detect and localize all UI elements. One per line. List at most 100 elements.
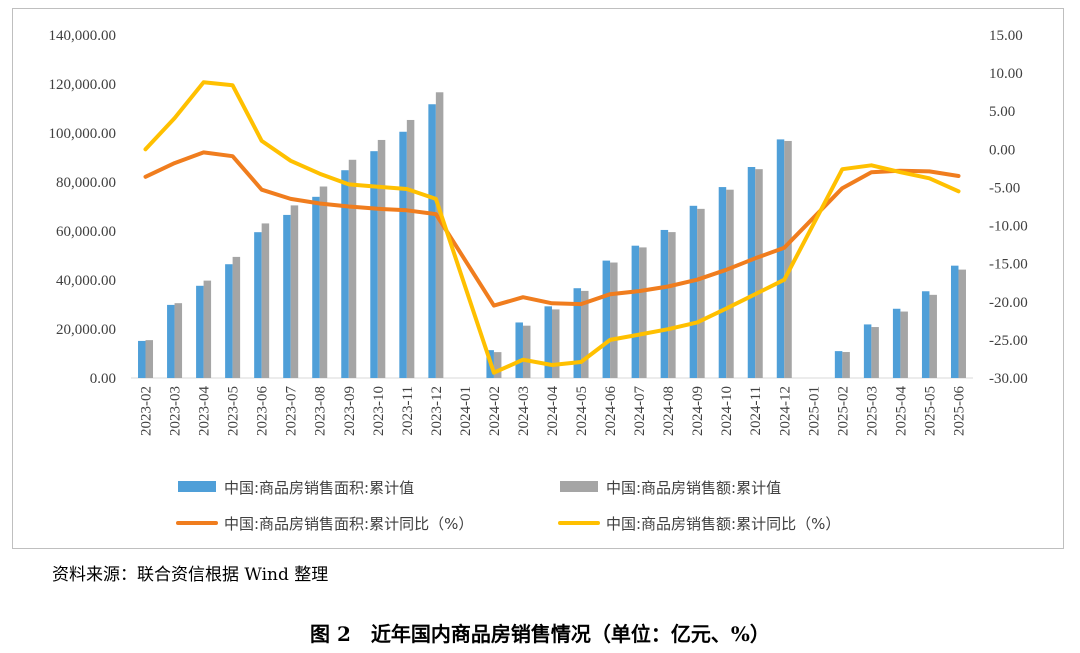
legend-label: 中国:商品房销售额:累计值 [606, 479, 781, 497]
x-axis-category-label: 2024-07 [632, 386, 648, 436]
area-bar [863, 324, 872, 378]
area-bar [370, 151, 378, 378]
area-bar [718, 187, 727, 378]
area-bar [834, 351, 843, 378]
x-axis-category-label: 2023-08 [313, 386, 329, 436]
x-axis-category-label: 2024-01 [458, 386, 474, 436]
left-axis-tick-label: 140,000.00 [49, 28, 117, 44]
right-axis-tick-label: 10.00 [989, 66, 1023, 82]
amount-bar [232, 256, 241, 378]
area-bar [544, 306, 552, 378]
x-axis-category-label: 2023-12 [429, 386, 445, 436]
left-axis-tick-label: 20,000.00 [56, 322, 116, 338]
legend-label: 中国:商品房销售面积:累计同比（%） [224, 515, 473, 533]
amount-bar [145, 340, 154, 378]
right-axis-tick-label: -20.00 [989, 295, 1028, 311]
amount-bar [900, 311, 908, 378]
area-bar [573, 288, 582, 378]
x-axis-category-label: 2024-02 [487, 386, 503, 436]
x-axis-category-label: 2025-05 [922, 386, 938, 436]
amount-bar [871, 327, 879, 378]
amount-bar [668, 232, 676, 378]
chart-svg: 0.00 20,000.00 40,000.00 60,000.00 80,000.00… [49, 28, 1028, 533]
x-axis-category-label: 2023-10 [371, 386, 387, 436]
amount-bar [581, 290, 589, 378]
x-axis-category-label: 2025-03 [864, 386, 880, 436]
right-axis-tick-label: -10.00 [989, 219, 1028, 235]
amount-bar [784, 140, 792, 378]
amount-bar [406, 119, 415, 379]
right-axis-tick-label: -15.00 [989, 257, 1028, 273]
area-bar [428, 104, 436, 378]
x-axis-category-label: 2023-11 [400, 386, 416, 435]
amount-bar [958, 269, 966, 378]
area-bar [254, 232, 262, 378]
left-axis-tick-label: 120,000.00 [49, 77, 117, 93]
left-axis-tick-label: 100,000.00 [49, 126, 117, 142]
area-bar [631, 245, 640, 378]
amount-bar [290, 205, 299, 378]
amount-bar [319, 186, 328, 378]
area-bar [950, 265, 959, 378]
right-axis-tick-label: -30.00 [989, 371, 1028, 387]
right-axis-tick-label: -5.00 [989, 180, 1020, 196]
x-axis-category-label: 2024-12 [777, 386, 793, 436]
x-axis-category-label: 2023-05 [226, 386, 242, 436]
x-axis-category-label: 2025-04 [893, 386, 909, 436]
amount-bar [697, 208, 705, 378]
amount-bar [174, 303, 183, 378]
amount-bar [377, 139, 386, 378]
amount-bar [348, 159, 357, 378]
area-bar [283, 214, 291, 378]
amount-bar [842, 352, 850, 378]
x-axis-category-label: 2024-09 [690, 386, 706, 436]
area-bar [196, 285, 204, 378]
right-axis-tick-label: 0.00 [989, 142, 1015, 158]
x-axis-category-label: 2024-10 [719, 386, 735, 436]
area-bar [225, 264, 233, 378]
left-axis-tick-label: 80,000.00 [56, 175, 116, 191]
amount-bar [203, 280, 212, 378]
amount-bar [261, 223, 270, 378]
area-bar [341, 170, 349, 378]
x-axis-category-label: 2023-09 [342, 386, 358, 436]
area-bar [660, 229, 669, 378]
legend-swatch-bar [178, 481, 216, 492]
area-bar [312, 196, 320, 378]
area-bar [689, 205, 698, 378]
amount-bar [435, 92, 444, 379]
x-axis-category-label: 2023-04 [197, 386, 213, 436]
amount-bar [610, 262, 618, 378]
amount-bar [552, 309, 560, 378]
left-axis-tick-label: 60,000.00 [56, 224, 116, 240]
x-axis-category-label: 2024-06 [603, 386, 619, 436]
x-axis-category-label: 2024-04 [545, 386, 561, 436]
legend-label: 中国:商品房销售面积:累计值 [224, 479, 414, 497]
chart-frame: 0.00 20,000.00 40,000.00 60,000.00 80,000.00… [12, 8, 1064, 549]
right-axis-tick-label: 5.00 [989, 104, 1015, 120]
x-axis-category-label: 2025-06 [951, 386, 967, 436]
area-bar [921, 291, 930, 378]
area-bar [138, 340, 146, 378]
x-axis-category-label: 2023-02 [139, 386, 155, 436]
amount-bar [726, 189, 734, 378]
x-axis-category-label: 2023-06 [255, 386, 271, 436]
x-axis-category-label: 2023-07 [284, 386, 300, 436]
x-axis-category-label: 2024-11 [748, 386, 764, 435]
area-bar [776, 139, 785, 378]
area-bar [167, 304, 175, 378]
area-bar [399, 131, 407, 378]
amount-bar [639, 247, 647, 378]
amount-bar [929, 294, 937, 378]
x-axis-category-label: 2025-01 [806, 386, 822, 436]
area-bar [515, 322, 523, 378]
area-bar [602, 260, 611, 378]
x-axis-category-label: 2023-03 [168, 386, 184, 436]
x-axis-category-label: 2024-05 [574, 386, 590, 436]
right-axis-tick-label: -25.00 [989, 333, 1028, 349]
x-axis-category-label: 2025-02 [835, 386, 851, 436]
source-note: 资料来源：联合资信根据 Wind 整理 [52, 565, 329, 585]
figure-caption: 图 2 近年国内商品房销售情况（单位：亿元、%） [310, 622, 770, 646]
x-axis-category-label: 2024-03 [516, 386, 532, 436]
amount-bar [755, 169, 763, 378]
